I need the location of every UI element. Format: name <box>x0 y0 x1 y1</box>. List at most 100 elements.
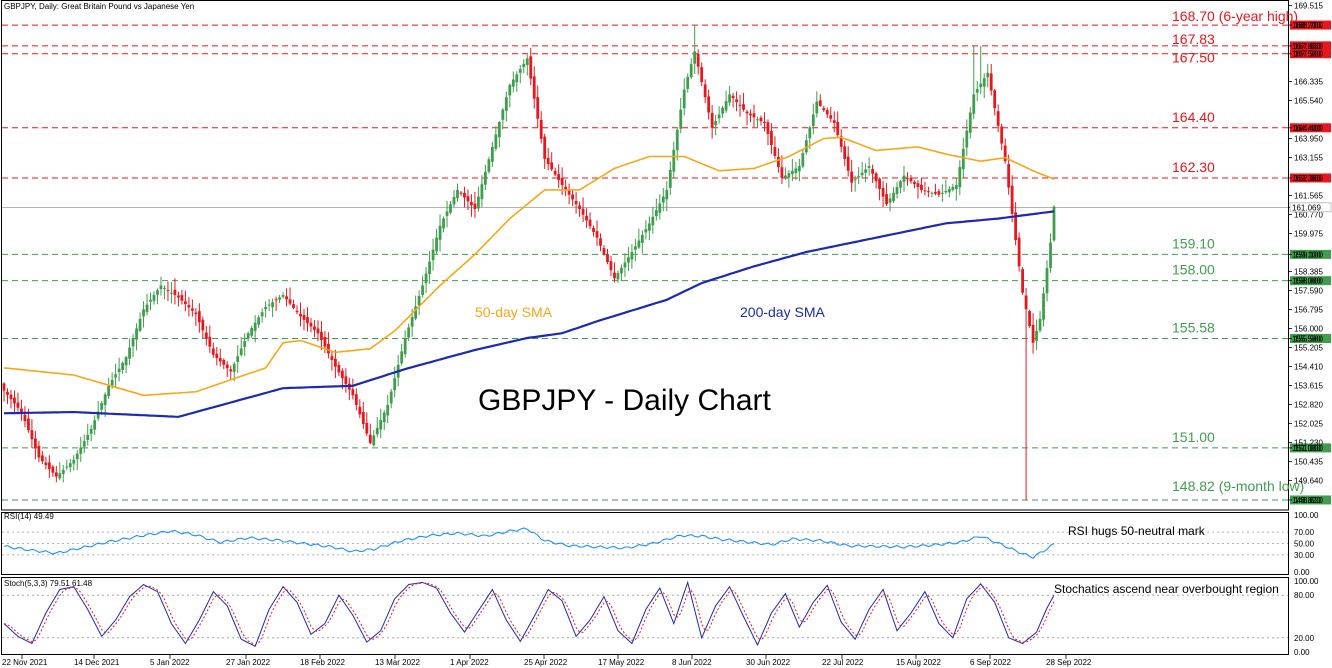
candle-body <box>361 412 365 425</box>
x-tick-label: 28 Sep 2022 <box>1046 658 1092 667</box>
candle-body <box>672 149 676 172</box>
y-tick-label: 167.500 <box>1294 50 1323 59</box>
candle-body <box>529 56 533 79</box>
y-tick-label: 161.565 <box>1294 192 1323 201</box>
level-axis-label: 159.100 <box>1292 250 1321 259</box>
candle-body <box>170 292 173 294</box>
candle-body <box>1038 318 1042 331</box>
candle-body <box>393 378 397 391</box>
candle-body <box>183 301 187 305</box>
y-tick-label: 151.230 <box>1294 438 1323 447</box>
y-tick-label: 162.300 <box>1294 174 1323 183</box>
rsi-level-label: 50.00 <box>1294 540 1315 549</box>
candle-body <box>982 78 986 87</box>
candle-body <box>473 203 477 210</box>
x-tick-label: 5 Jan 2022 <box>150 658 190 667</box>
candle-body <box>846 156 850 171</box>
candle-body <box>72 459 76 464</box>
candle-body <box>309 322 313 327</box>
candle-body <box>124 357 128 366</box>
candle-body <box>972 94 976 114</box>
x-tick-label: 17 May 2022 <box>598 658 645 667</box>
x-tick-label: 15 Aug 2022 <box>896 658 941 667</box>
level-axis-label: 148.820 <box>1292 496 1321 505</box>
candle-body <box>731 95 735 99</box>
candle-body <box>466 196 470 202</box>
candle-body <box>574 200 578 205</box>
candle-body <box>442 218 445 229</box>
candle-body <box>232 363 236 372</box>
candle-body <box>9 394 13 400</box>
candle-body <box>365 422 369 434</box>
candle-body <box>511 79 515 87</box>
candle-body <box>927 191 930 193</box>
level-axis-tag <box>1290 443 1331 453</box>
candle-body <box>264 306 268 310</box>
candle-body <box>159 285 163 290</box>
candle-body <box>920 184 923 190</box>
stoch-level-label: 100.00 <box>1294 577 1319 586</box>
price-panel-frame <box>1 0 1289 511</box>
candle-body <box>644 229 648 233</box>
candle-body <box>456 189 459 199</box>
candle-body <box>480 184 484 200</box>
y-tick-label: 155.205 <box>1294 343 1323 352</box>
candle-body <box>749 113 752 116</box>
candle-body <box>121 362 125 370</box>
candle-body <box>944 190 948 193</box>
candle-body <box>504 97 508 111</box>
stoch-level-label: 0.00 <box>1294 648 1310 657</box>
level-axis-label: 162.300 <box>1292 174 1321 183</box>
time-axis: 22 Nov 2021 14 Dec 2021 5 Jan 2022 27 Jan 2… <box>2 655 1092 667</box>
y-tick-label: 155.580 <box>1294 334 1323 343</box>
candle-body <box>581 208 585 215</box>
candle-body <box>790 170 794 175</box>
candle-body <box>337 364 341 373</box>
candle-body <box>696 53 700 67</box>
candle-body <box>302 314 306 320</box>
candle-body <box>292 304 295 308</box>
candle-body <box>152 295 156 302</box>
candle-body <box>333 358 337 367</box>
y-tick-label: 158.385 <box>1294 267 1323 276</box>
level-text: 148.82 (9-month low) <box>1172 478 1304 494</box>
candle-body <box>815 101 819 114</box>
candle-body <box>881 187 885 197</box>
candle-body <box>452 197 456 205</box>
candles <box>2 25 1056 500</box>
candle-body <box>494 134 498 149</box>
y-tick-label: 158.000 <box>1294 277 1323 286</box>
candle-body <box>180 295 184 301</box>
candle-body <box>222 359 226 365</box>
candle-body <box>177 295 180 298</box>
candle-body <box>424 273 428 283</box>
candle-body <box>351 389 355 396</box>
candle-body <box>975 88 979 93</box>
candle-body <box>30 430 34 440</box>
candle-body <box>379 420 383 430</box>
candle-body <box>954 185 958 190</box>
candle-body <box>804 140 808 153</box>
x-tick-label: 30 Jun 2022 <box>746 658 791 667</box>
candle-body <box>190 308 194 311</box>
candle-body <box>54 472 58 477</box>
stoch-panel: 100.00 80.00 20.00 0.00 <box>2 577 1319 657</box>
candle-body <box>923 190 927 192</box>
candle-body <box>532 76 536 99</box>
candle-body <box>839 136 843 147</box>
candle-body <box>386 404 390 416</box>
level-text: 159.10 <box>1172 235 1215 251</box>
candle-body <box>2 383 6 391</box>
x-tick-label: 18 Feb 2022 <box>300 658 345 667</box>
candle-body <box>246 333 250 339</box>
candle-body <box>508 84 512 96</box>
candle-body <box>752 113 756 118</box>
candle-body <box>236 356 240 362</box>
y-tick-label: 152.025 <box>1294 419 1323 428</box>
rsi-level-label: 0.00 <box>1294 568 1310 577</box>
candle-body <box>138 318 142 331</box>
candle-body <box>340 370 344 379</box>
candle-body <box>623 262 627 268</box>
candle-body <box>260 312 264 317</box>
